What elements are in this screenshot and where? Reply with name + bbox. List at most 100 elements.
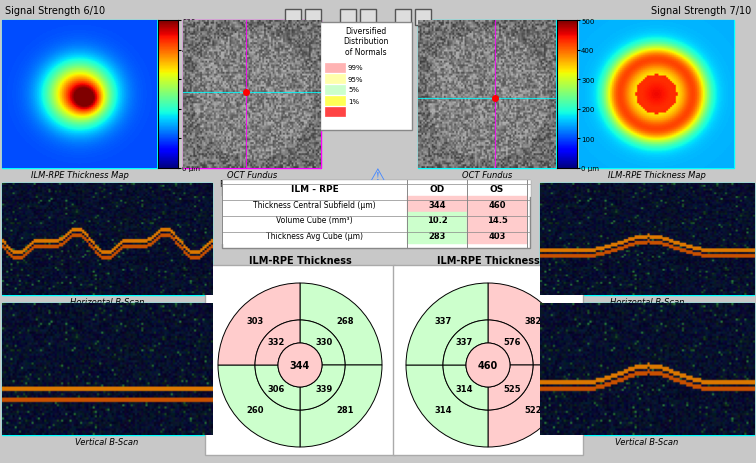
- Bar: [418, 21, 556, 169]
- Bar: [205, 265, 395, 455]
- Text: Vertical B-Scan: Vertical B-Scan: [615, 437, 679, 446]
- Text: 344: 344: [428, 200, 446, 209]
- Bar: [222, 229, 407, 244]
- Wedge shape: [488, 365, 533, 410]
- Text: OCT Fundus: OCT Fundus: [227, 171, 277, 180]
- Text: 344: 344: [290, 360, 310, 370]
- Bar: [393, 265, 583, 455]
- Text: 260: 260: [246, 406, 264, 414]
- Wedge shape: [443, 365, 488, 410]
- Bar: [467, 229, 527, 244]
- Text: 10.2: 10.2: [426, 216, 448, 225]
- Text: Fovea:  200, 81: Fovea: 200, 81: [454, 180, 519, 188]
- Text: 330: 330: [315, 337, 333, 346]
- Text: Signal Strength 6/10: Signal Strength 6/10: [5, 6, 105, 16]
- Bar: [360, 10, 376, 26]
- Text: OCT Fundus: OCT Fundus: [462, 171, 512, 180]
- Wedge shape: [300, 365, 345, 410]
- Text: 314: 314: [456, 384, 473, 394]
- Bar: [325, 75, 345, 84]
- Bar: [325, 64, 345, 73]
- Text: T: T: [14, 199, 18, 205]
- Wedge shape: [218, 283, 300, 365]
- Text: 205: 205: [638, 277, 656, 288]
- Text: OS: OS: [490, 184, 504, 193]
- Bar: [407, 229, 467, 244]
- Text: 332: 332: [268, 337, 285, 346]
- Text: 1%: 1%: [348, 98, 359, 104]
- Text: OD: OD: [429, 184, 445, 193]
- Bar: [340, 10, 356, 26]
- Text: 67: 67: [99, 415, 111, 425]
- Wedge shape: [488, 365, 570, 447]
- Bar: [222, 181, 530, 249]
- Text: 460: 460: [478, 360, 498, 370]
- Text: N: N: [27, 199, 33, 205]
- Text: ILM-RPE Thickness: ILM-RPE Thickness: [437, 256, 539, 265]
- Wedge shape: [488, 320, 533, 365]
- Text: Vertical B-Scan: Vertical B-Scan: [76, 437, 138, 446]
- Text: 337: 337: [435, 316, 452, 325]
- Wedge shape: [406, 365, 488, 447]
- Text: ILM - RPE: ILM - RPE: [290, 184, 339, 193]
- Text: Fovea:  255, 67: Fovea: 255, 67: [219, 180, 284, 188]
- Text: 5%: 5%: [348, 88, 359, 94]
- Text: 576: 576: [503, 337, 520, 346]
- Text: Horizontal B-Scan: Horizontal B-Scan: [70, 297, 144, 307]
- Text: Thickness Avg Cube (μm): Thickness Avg Cube (μm): [266, 232, 363, 241]
- Text: 460: 460: [488, 200, 506, 209]
- Text: 283: 283: [429, 232, 446, 241]
- Text: 64: 64: [641, 415, 653, 425]
- Bar: [222, 213, 407, 229]
- Wedge shape: [300, 320, 345, 365]
- Bar: [467, 213, 527, 229]
- Wedge shape: [488, 283, 570, 365]
- Wedge shape: [406, 283, 488, 365]
- Wedge shape: [218, 365, 300, 447]
- Bar: [325, 108, 345, 117]
- Wedge shape: [255, 320, 300, 365]
- Text: Signal Strength 7/10: Signal Strength 7/10: [651, 6, 751, 16]
- Text: 255: 255: [101, 277, 119, 288]
- Wedge shape: [443, 320, 488, 365]
- Bar: [325, 97, 345, 106]
- Bar: [2, 303, 212, 435]
- Bar: [540, 303, 754, 435]
- Text: N: N: [724, 199, 730, 205]
- Text: 403: 403: [488, 232, 506, 241]
- Text: Volume Cube (mm³): Volume Cube (mm³): [276, 216, 353, 225]
- Wedge shape: [300, 283, 382, 365]
- Bar: [2, 184, 212, 295]
- Text: Horizontal B-Scan: Horizontal B-Scan: [610, 297, 684, 307]
- Text: T: T: [739, 199, 743, 205]
- Text: 525: 525: [503, 384, 520, 394]
- Bar: [407, 197, 467, 213]
- Text: ILM-RPE Thickness: ILM-RPE Thickness: [249, 256, 352, 265]
- Text: 268: 268: [336, 316, 354, 325]
- Bar: [415, 10, 431, 26]
- Text: 281: 281: [336, 406, 354, 414]
- Bar: [183, 21, 321, 169]
- Bar: [305, 10, 321, 26]
- Text: 314: 314: [435, 406, 452, 414]
- Bar: [407, 213, 467, 229]
- Bar: [285, 10, 301, 26]
- Text: 95%: 95%: [348, 76, 364, 82]
- Bar: [222, 181, 530, 197]
- Text: 522: 522: [524, 406, 542, 414]
- Text: 303: 303: [246, 316, 264, 325]
- FancyBboxPatch shape: [320, 23, 412, 131]
- Text: 339: 339: [315, 384, 333, 394]
- Bar: [395, 10, 411, 26]
- Wedge shape: [300, 365, 382, 447]
- Text: Thickness Central Subfield (μm): Thickness Central Subfield (μm): [253, 200, 376, 209]
- Bar: [2, 21, 157, 169]
- Text: ILM-RPE Thickness Map: ILM-RPE Thickness Map: [608, 171, 705, 180]
- Circle shape: [278, 343, 322, 387]
- Text: ILM-RPE Thickness Map: ILM-RPE Thickness Map: [30, 171, 129, 180]
- Bar: [325, 86, 345, 95]
- Text: 306: 306: [268, 384, 285, 394]
- Text: Diversified
Distribution
of Normals: Diversified Distribution of Normals: [343, 27, 389, 56]
- Bar: [467, 197, 527, 213]
- Circle shape: [466, 343, 510, 387]
